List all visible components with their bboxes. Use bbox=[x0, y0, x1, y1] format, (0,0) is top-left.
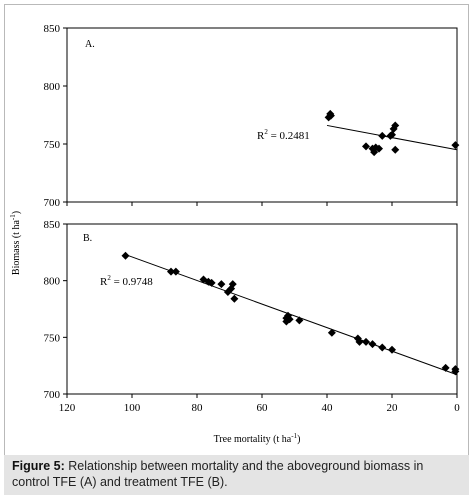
x-tick-label: 60 bbox=[257, 402, 269, 414]
figure-caption: Figure 5: Relationship between mortality… bbox=[4, 455, 469, 495]
r-squared-label-1: R2 = 0.2481 bbox=[257, 128, 310, 142]
y-tick-label-1: 800 bbox=[44, 81, 61, 93]
data-point bbox=[388, 345, 396, 354]
data-point bbox=[362, 142, 370, 151]
caption-text: Relationship between mortality and the a… bbox=[12, 459, 424, 489]
data-point bbox=[285, 315, 294, 324]
data-point bbox=[441, 363, 450, 372]
x-tick-label: 20 bbox=[387, 402, 399, 414]
y-tick-label-2: 750 bbox=[44, 332, 61, 344]
plot-frame-2 bbox=[66, 223, 458, 395]
x-tick-label: 0 bbox=[454, 402, 460, 414]
data-point bbox=[121, 251, 130, 260]
x-tick-label: 100 bbox=[124, 402, 141, 414]
x-tick-label: 40 bbox=[322, 402, 334, 414]
data-point bbox=[378, 343, 387, 352]
y-tick-label-1: 850 bbox=[44, 23, 61, 35]
r-squared-label-2: R2 = 0.9748 bbox=[100, 274, 153, 288]
data-point bbox=[327, 328, 336, 337]
y-tick-label-2: 700 bbox=[44, 389, 61, 401]
y-tick-label-2: 800 bbox=[44, 276, 61, 288]
data-point bbox=[217, 280, 226, 289]
x-axis-title: Tree mortality (t ha-1) bbox=[214, 432, 301, 445]
data-point bbox=[451, 141, 460, 150]
data-point bbox=[207, 278, 216, 287]
panel-label-2: B. bbox=[83, 233, 92, 244]
x-tick-label: 80 bbox=[192, 402, 204, 414]
data-point bbox=[228, 280, 237, 289]
chart-canvas: Biomass (t ha-1) Tree mortality (t ha-1)… bbox=[9, 23, 460, 445]
panel-label-1: A. bbox=[85, 39, 95, 50]
data-point bbox=[171, 267, 180, 276]
data-point bbox=[391, 145, 400, 154]
y-tick-label-1: 750 bbox=[44, 139, 61, 151]
data-point bbox=[362, 337, 370, 346]
y-tick-label-2: 850 bbox=[44, 219, 61, 231]
data-point bbox=[230, 294, 239, 303]
x-tick-label: 120 bbox=[59, 402, 76, 414]
caption-label: Figure 5: bbox=[12, 459, 65, 473]
plot-frame-1 bbox=[66, 27, 458, 203]
data-point bbox=[388, 130, 396, 139]
data-point bbox=[295, 316, 304, 325]
data-point bbox=[378, 131, 387, 140]
trend-line-2 bbox=[125, 254, 458, 376]
data-point bbox=[326, 111, 335, 120]
data-point bbox=[355, 337, 364, 346]
data-point bbox=[391, 121, 400, 130]
y-axis-title: Biomass (t ha-1) bbox=[9, 211, 22, 275]
figure-frame: Biomass (t ha-1) Tree mortality (t ha-1)… bbox=[4, 4, 469, 495]
y-tick-label-1: 700 bbox=[44, 197, 61, 209]
data-point bbox=[167, 267, 175, 276]
data-point bbox=[451, 367, 460, 376]
data-point bbox=[368, 340, 377, 349]
data-point bbox=[375, 144, 383, 153]
